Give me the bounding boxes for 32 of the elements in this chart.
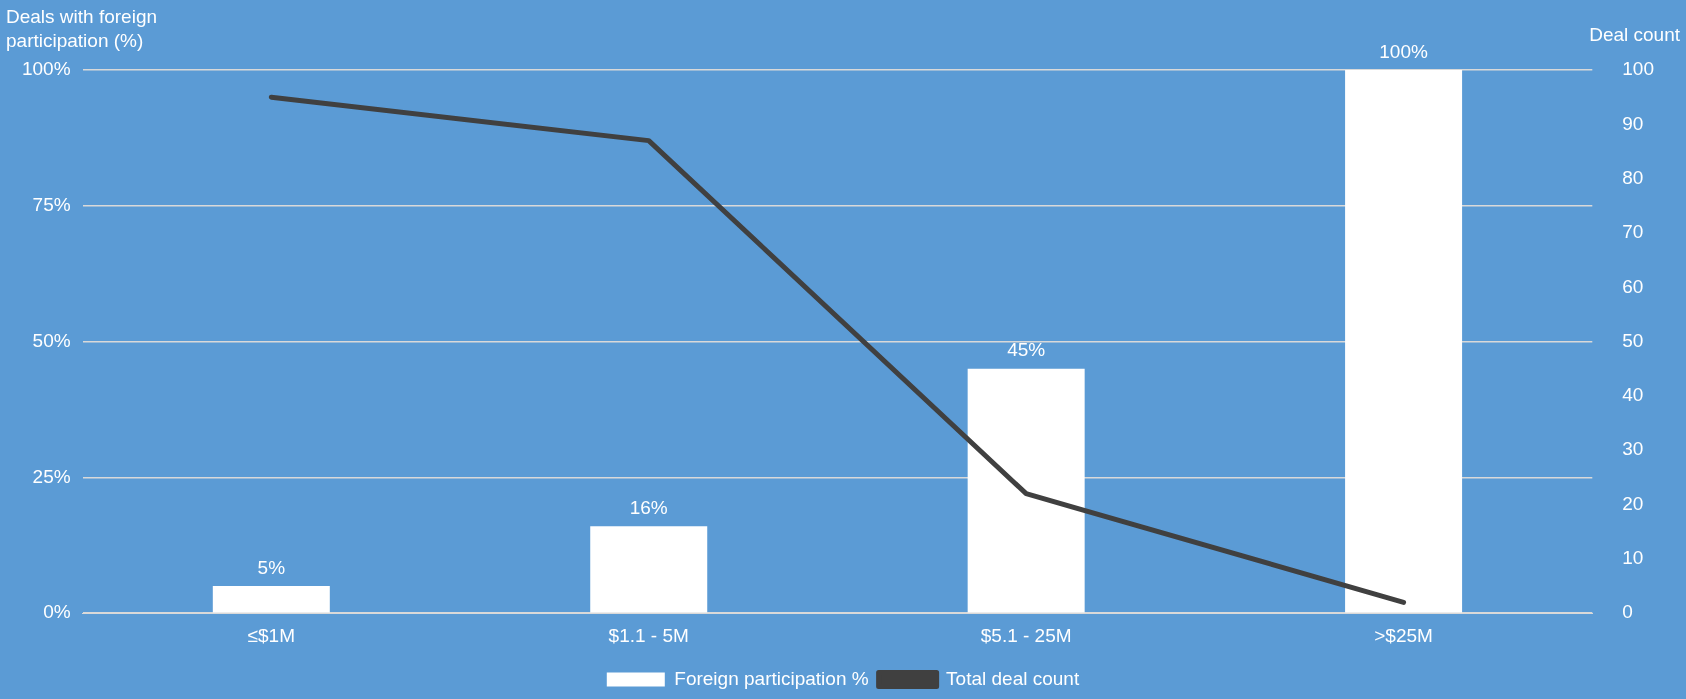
y2-tick-label: 20 [1622,492,1644,514]
y-tick-label: 100% [21,58,71,80]
y-tick-label: 25% [32,465,71,487]
data-label: 45% [1007,339,1046,361]
legend-label: Foreign participation % [674,667,869,689]
bar [590,526,708,613]
data-label: 5% [257,556,286,578]
bar [1345,70,1463,613]
y-tick-label: 75% [32,194,71,216]
y2-tick-label: 100 [1622,58,1654,80]
x-tick-label: $1.1 - 5M [608,624,689,646]
bar [212,586,330,613]
y2-tick-label: 90 [1622,112,1644,134]
y2-tick-label: 60 [1622,275,1644,297]
y-axis-title: Deals with foreign participation (%) [6,5,158,51]
data-label: 100% [1379,40,1428,62]
x-tick-label: >$25M [1374,624,1433,646]
data-label: 16% [629,497,668,519]
y2-tick-label: 70 [1622,221,1644,243]
y2-tick-label: 80 [1622,166,1644,188]
bar [967,368,1085,613]
y2-tick-label: 0 [1622,601,1633,623]
legend-label: Total deal count [946,667,1080,689]
y2-axis-title: Deal count [1589,23,1681,45]
y2-tick-label: 10 [1622,547,1644,569]
y2-tick-label: 30 [1622,438,1644,460]
x-tick-label: $5.1 - 25M [980,624,1072,646]
x-tick-label: ≤$1M [247,624,295,646]
y-tick-label: 50% [32,329,71,351]
y2-tick-label: 40 [1622,384,1644,406]
y-tick-label: 0% [43,601,71,623]
y2-tick-label: 50 [1622,329,1644,351]
